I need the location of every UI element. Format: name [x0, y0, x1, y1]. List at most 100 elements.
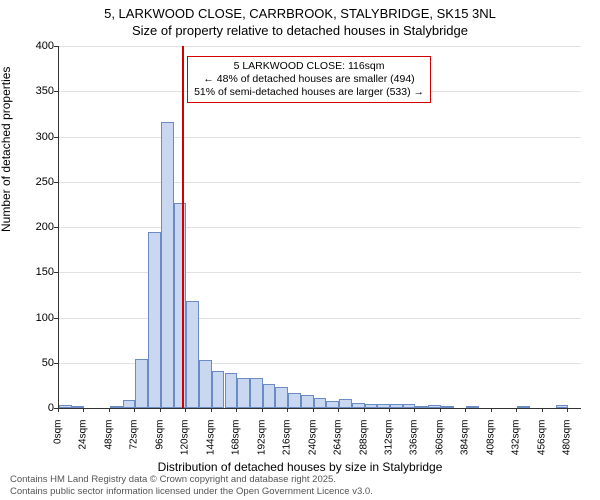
xtick-label: 48sqm: [103, 420, 114, 468]
histogram-bar: [186, 301, 199, 408]
annotation-line-2: ← 48% of detached houses are smaller (49…: [194, 73, 424, 86]
annotation-line-1: 5 LARKWOOD CLOSE: 116sqm: [194, 60, 424, 73]
chart-container: 5, LARKWOOD CLOSE, CARRBROOK, STALYBRIDG…: [0, 0, 600, 500]
histogram-bar: [199, 360, 212, 408]
xtick-label: 288sqm: [358, 420, 369, 468]
ytick-label: 350: [24, 85, 54, 97]
histogram-bar: [275, 387, 288, 408]
histogram-bar: [288, 393, 301, 408]
xtick-label: 120sqm: [180, 420, 191, 468]
xtick-mark: [364, 408, 365, 412]
xtick-mark: [338, 408, 339, 412]
title-line-1: 5, LARKWOOD CLOSE, CARRBROOK, STALYBRIDG…: [0, 6, 600, 23]
xtick-label: 480sqm: [562, 420, 573, 468]
ytick-mark: [54, 363, 58, 364]
xtick-mark: [313, 408, 314, 412]
histogram-bar: [326, 401, 339, 408]
histogram-bar: [263, 384, 276, 408]
xtick-label: 360sqm: [434, 420, 445, 468]
xtick-label: 96sqm: [154, 420, 165, 468]
xtick-label: 336sqm: [409, 420, 420, 468]
ytick-mark: [54, 182, 58, 183]
gridline: [59, 227, 581, 228]
ytick-mark: [54, 46, 58, 47]
xtick-mark: [287, 408, 288, 412]
histogram-bar: [301, 395, 314, 408]
xtick-mark: [211, 408, 212, 412]
xtick-label: 192sqm: [256, 420, 267, 468]
xtick-mark: [542, 408, 543, 412]
xtick-label: 144sqm: [205, 420, 216, 468]
histogram-bar: [390, 404, 403, 408]
histogram-bar: [161, 122, 174, 408]
histogram-bar: [135, 359, 148, 408]
annotation-box: 5 LARKWOOD CLOSE: 116sqm← 48% of detache…: [187, 56, 431, 103]
histogram-bar: [365, 404, 378, 408]
gridline: [59, 318, 581, 319]
annotation-line-3: 51% of semi-detached houses are larger (…: [194, 86, 424, 99]
histogram-bar: [314, 398, 327, 408]
histogram-bar: [123, 400, 136, 408]
histogram-bar: [212, 371, 225, 408]
xtick-mark: [440, 408, 441, 412]
xtick-mark: [414, 408, 415, 412]
title-line-2: Size of property relative to detached ho…: [0, 23, 600, 40]
xtick-mark: [465, 408, 466, 412]
ytick-label: 200: [24, 221, 54, 233]
histogram-bar: [110, 406, 123, 408]
ytick-label: 400: [24, 40, 54, 52]
histogram-bar: [225, 373, 238, 408]
histogram-bar: [148, 232, 161, 408]
ytick-label: 0: [24, 402, 54, 414]
footer-line-2: Contains public sector information licen…: [10, 486, 373, 497]
ytick-label: 100: [24, 312, 54, 324]
gridline: [59, 272, 581, 273]
ytick-mark: [54, 227, 58, 228]
ytick-mark: [54, 272, 58, 273]
xtick-label: 0sqm: [53, 420, 64, 468]
xtick-mark: [185, 408, 186, 412]
xtick-label: 24sqm: [78, 420, 89, 468]
gridline: [59, 46, 581, 47]
histogram-bar: [517, 406, 530, 408]
chart-title: 5, LARKWOOD CLOSE, CARRBROOK, STALYBRIDG…: [0, 0, 600, 40]
xtick-mark: [134, 408, 135, 412]
ytick-label: 300: [24, 131, 54, 143]
xtick-mark: [58, 408, 59, 412]
histogram-bar: [415, 406, 428, 408]
xtick-mark: [389, 408, 390, 412]
histogram-bar: [441, 406, 454, 408]
histogram-bar: [59, 405, 72, 408]
xtick-label: 264sqm: [333, 420, 344, 468]
xtick-mark: [160, 408, 161, 412]
xtick-mark: [491, 408, 492, 412]
marker-line: [182, 46, 184, 408]
footer-attribution: Contains HM Land Registry data © Crown c…: [10, 474, 373, 497]
y-axis-label: Number of detached properties: [0, 67, 13, 232]
histogram-bar: [174, 203, 187, 408]
footer-line-1: Contains HM Land Registry data © Crown c…: [10, 474, 373, 485]
xtick-mark: [567, 408, 568, 412]
xtick-mark: [516, 408, 517, 412]
histogram-bar: [466, 406, 479, 408]
xtick-label: 168sqm: [231, 420, 242, 468]
histogram-bar: [237, 378, 250, 408]
xtick-mark: [83, 408, 84, 412]
xtick-mark: [262, 408, 263, 412]
ytick-label: 250: [24, 176, 54, 188]
xtick-mark: [236, 408, 237, 412]
xtick-label: 216sqm: [282, 420, 293, 468]
xtick-label: 456sqm: [536, 420, 547, 468]
ytick-mark: [54, 91, 58, 92]
ytick-label: 50: [24, 357, 54, 369]
xtick-label: 384sqm: [460, 420, 471, 468]
xtick-label: 72sqm: [129, 420, 140, 468]
xtick-mark: [109, 408, 110, 412]
ytick-label: 150: [24, 266, 54, 278]
xtick-label: 240sqm: [307, 420, 318, 468]
gridline: [59, 182, 581, 183]
ytick-mark: [54, 137, 58, 138]
ytick-mark: [54, 318, 58, 319]
xtick-label: 408sqm: [485, 420, 496, 468]
gridline: [59, 137, 581, 138]
